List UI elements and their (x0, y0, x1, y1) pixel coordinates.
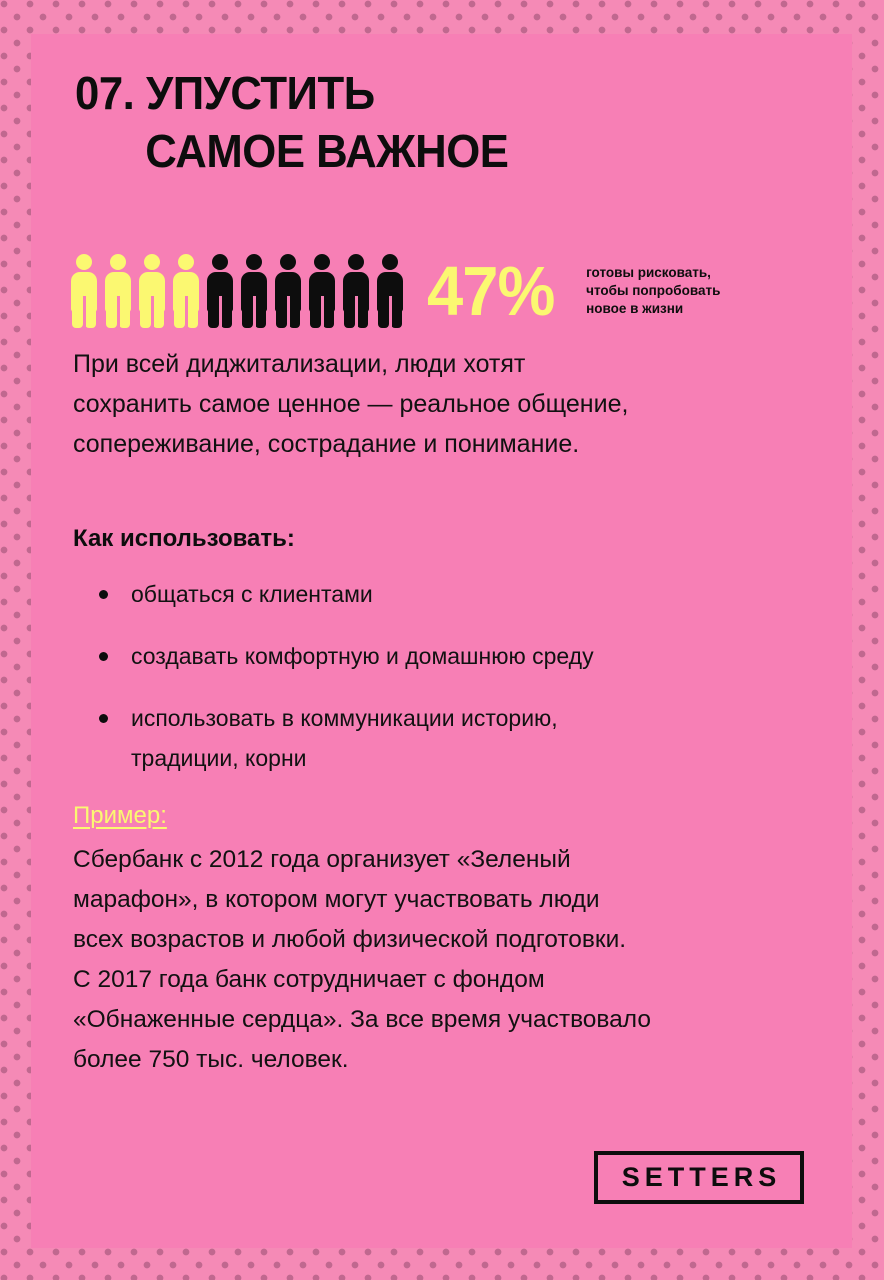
list-item: использовать в коммуникации историю, тра… (73, 698, 833, 778)
statistic-row: 47% готовы рисковать, чтобы попробовать … (69, 246, 829, 336)
person-icon (341, 254, 371, 328)
person-icon (137, 254, 167, 328)
example-heading: Пример: (73, 802, 167, 829)
person-icon (205, 254, 235, 328)
stat-value: 47% (427, 252, 555, 330)
example-body: Сбербанк с 2012 года организует «Зеленый… (73, 846, 651, 1073)
list-item: создавать комфортную и домашнюю среду (73, 636, 833, 676)
person-icon (307, 254, 337, 328)
lead-paragraph: При всей диджитализации, люди хотят сохр… (73, 350, 629, 458)
setters-logo: SETTERS (594, 1151, 804, 1204)
list-item: общаться с клиентами (73, 574, 833, 614)
pictogram-people (69, 254, 405, 328)
title-line-1: 07. УПУСТИТЬ (75, 67, 375, 119)
logo-text: SETTERS (621, 1162, 782, 1192)
person-icon (273, 254, 303, 328)
person-icon (103, 254, 133, 328)
person-icon (171, 254, 201, 328)
page-title: 07. УПУСТИТЬ САМОЕ ВАЖНОЕ (75, 64, 815, 180)
title-line-2: САМОЕ ВАЖНОЕ (145, 125, 509, 177)
slide-card: 07. УПУСТИТЬ САМОЕ ВАЖНОЕ 47% готовы рис… (31, 34, 852, 1248)
person-icon (69, 254, 99, 328)
stat-note: готовы рисковать, чтобы попробовать ново… (586, 265, 721, 316)
howto-heading: Как использовать: (73, 525, 295, 552)
person-icon (239, 254, 269, 328)
person-icon (375, 254, 405, 328)
howto-list: общаться с клиентами создавать комфортну… (73, 574, 833, 800)
